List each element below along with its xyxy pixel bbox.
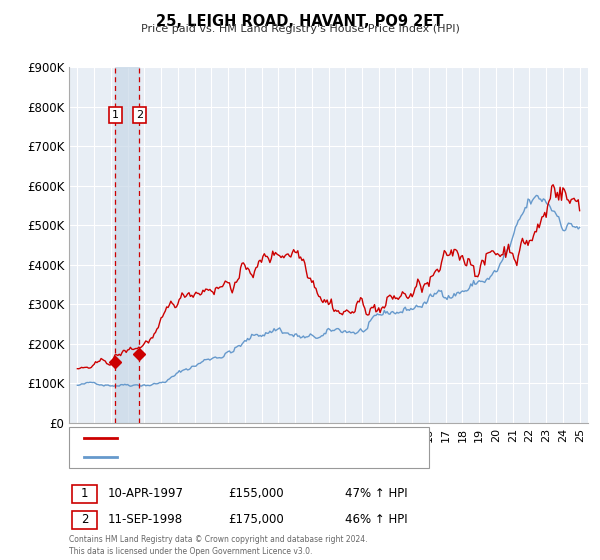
- Text: 47% ↑ HPI: 47% ↑ HPI: [345, 487, 407, 501]
- Text: Price paid vs. HM Land Registry's House Price Index (HPI): Price paid vs. HM Land Registry's House …: [140, 24, 460, 34]
- Text: 46% ↑ HPI: 46% ↑ HPI: [345, 513, 407, 526]
- Text: 25, LEIGH ROAD, HAVANT, PO9 2ET: 25, LEIGH ROAD, HAVANT, PO9 2ET: [157, 14, 443, 29]
- Text: 1: 1: [81, 487, 88, 501]
- Text: 2: 2: [136, 110, 143, 120]
- Text: HPI: Average price, detached house, Havant: HPI: Average price, detached house, Hava…: [123, 452, 353, 461]
- Text: Contains HM Land Registry data © Crown copyright and database right 2024.: Contains HM Land Registry data © Crown c…: [69, 535, 367, 544]
- Text: £175,000: £175,000: [228, 513, 284, 526]
- Text: 11-SEP-1998: 11-SEP-1998: [108, 513, 183, 526]
- Bar: [115, 67, 139, 423]
- Text: 1: 1: [112, 110, 119, 120]
- Text: 25, LEIGH ROAD, HAVANT, PO9 2ET (detached house): 25, LEIGH ROAD, HAVANT, PO9 2ET (detache…: [123, 433, 401, 443]
- Text: 10-APR-1997: 10-APR-1997: [108, 487, 184, 501]
- Text: This data is licensed under the Open Government Licence v3.0.: This data is licensed under the Open Gov…: [69, 547, 313, 556]
- Text: 2: 2: [81, 513, 88, 526]
- Text: £155,000: £155,000: [228, 487, 284, 501]
